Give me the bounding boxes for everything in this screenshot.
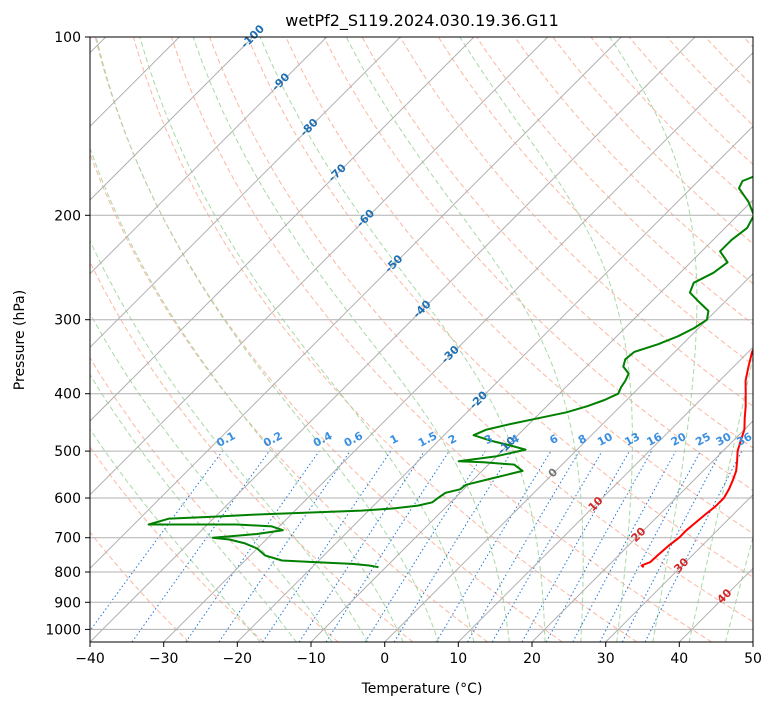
x-tick-label: 10 [449,651,467,667]
x-axis-label: Temperature (°C) [361,681,483,697]
y-tick-label: 300 [54,313,81,329]
y-tick-label: 100 [54,30,81,46]
y-axis-label: Pressure (hPa) [12,290,28,390]
x-tick-label: 40 [670,651,688,667]
y-tick-label: 500 [54,444,81,460]
y-tick-label: 1000 [45,622,81,638]
x-tick-label: 0 [380,651,389,667]
x-tick-label: −10 [296,651,326,667]
x-tick-label: 20 [523,651,541,667]
x-tick-label: 30 [597,651,615,667]
x-tick-label: −40 [75,651,105,667]
y-tick-label: 600 [54,491,81,507]
y-tick-label: 900 [54,595,81,611]
y-tick-label: 400 [54,387,81,403]
y-tick-label: 700 [54,531,81,547]
chart-title: wetPf2_S119.2024.030.19.36.G11 [285,11,559,31]
y-tick-label: 200 [54,208,81,224]
y-tick-label: 800 [54,565,81,581]
x-tick-label: 50 [744,651,762,667]
x-tick-label: −30 [149,651,179,667]
x-tick-label: −20 [223,651,253,667]
